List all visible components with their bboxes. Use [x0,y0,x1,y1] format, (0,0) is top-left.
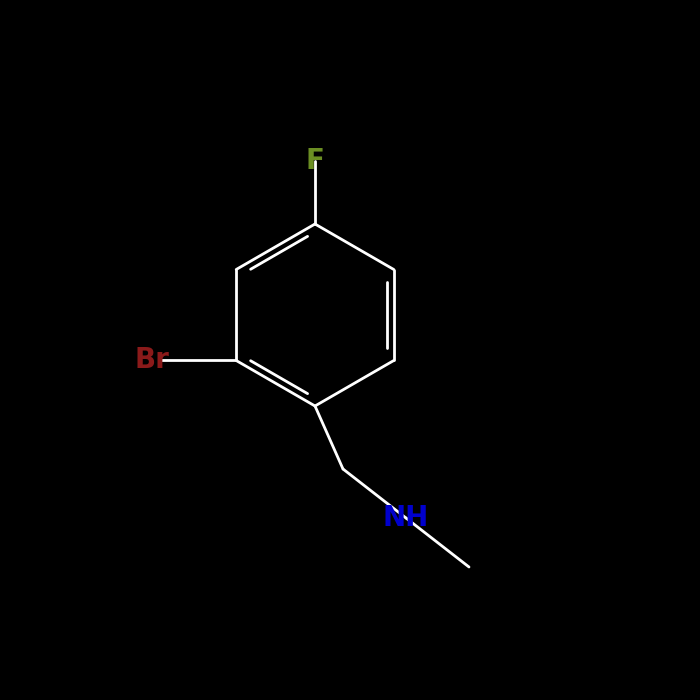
Text: Br: Br [135,346,169,374]
Text: F: F [306,147,324,175]
Text: NH: NH [383,504,429,532]
